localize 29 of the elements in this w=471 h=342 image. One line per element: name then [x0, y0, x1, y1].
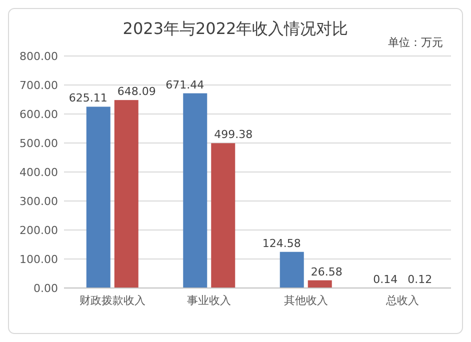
data-label: 0.12	[408, 272, 432, 286]
x-tick-label: 事业收入	[187, 294, 232, 307]
data-label: 26.58	[310, 265, 342, 278]
bar	[308, 280, 332, 288]
x-tick-label: 其他收入	[284, 294, 328, 307]
y-tick-label: 300.00	[20, 195, 58, 208]
bar	[86, 106, 110, 288]
data-label: 671.44	[166, 78, 204, 92]
text: 单位：万元	[388, 36, 443, 49]
data-label: 0.14	[373, 272, 398, 286]
y-tick-label: 0.00	[34, 282, 58, 295]
data-label: 648.09	[117, 85, 156, 98]
data-label: 124.58	[262, 236, 301, 250]
data-label: 625.11	[68, 92, 108, 105]
y-tick-label: 400.00	[20, 166, 58, 179]
y-tick-label: 200.00	[20, 224, 58, 237]
bar	[280, 252, 304, 288]
data-label: 499.38	[214, 128, 253, 142]
y-tick-label: 800.00	[20, 50, 58, 63]
bar	[183, 93, 208, 288]
x-tick-label: 财政拨款收入	[79, 294, 146, 307]
bar	[114, 100, 138, 288]
chart-title: 2023年与2022年收入情况对比	[122, 19, 348, 38]
x-tick-label: 总收入	[385, 294, 420, 307]
y-tick-label: 600.00	[20, 108, 58, 121]
y-tick-label: 500.00	[20, 137, 58, 150]
y-tick-label: 700.00	[20, 79, 58, 92]
y-tick-label: 100.00	[20, 253, 58, 266]
bar	[211, 143, 236, 288]
